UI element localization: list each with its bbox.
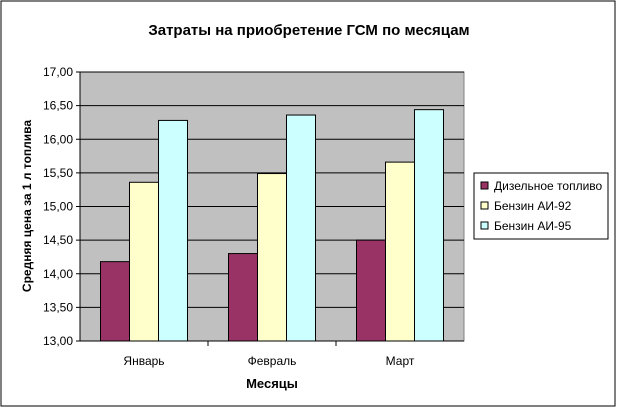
y-tick-label: 14,50 <box>43 233 73 247</box>
legend: Дизельное топливо Бензин АИ-92 Бензин АИ-9… <box>473 172 609 240</box>
legend-label: Бензин АИ-92 <box>494 199 572 213</box>
y-tick-label: 16,00 <box>43 132 73 146</box>
y-tick-label: 13,50 <box>43 300 73 314</box>
bar <box>414 109 444 342</box>
x-axis-ticks: Январь Февраль Март <box>123 341 415 368</box>
x-tick-label: Февраль <box>248 354 297 368</box>
y-tick-label: 15,50 <box>43 166 73 180</box>
x-tick-label: Январь <box>123 354 164 368</box>
bar <box>356 239 386 342</box>
x-tick-label: Март <box>386 354 415 368</box>
legend-swatch <box>480 201 489 210</box>
legend-entries: Дизельное топливо Бензин АИ-92 Бензин АИ-9… <box>480 179 603 233</box>
y-tick-label: 13,00 <box>43 334 73 348</box>
bar <box>257 173 287 342</box>
legend-label: Бензин АИ-95 <box>494 219 572 233</box>
legend-swatch <box>480 181 489 190</box>
legend-label: Дизельное топливо <box>494 179 603 193</box>
bar <box>129 181 159 342</box>
bar <box>100 261 130 342</box>
x-axis-label: Месяцы <box>246 376 298 391</box>
legend-box <box>473 172 609 240</box>
y-tick-label: 17,00 <box>43 65 73 79</box>
bar <box>385 161 415 342</box>
legend-swatch <box>480 221 489 230</box>
y-axis-label: Средняя цена за 1 л топлива <box>20 120 34 292</box>
bars <box>100 109 444 342</box>
bar <box>158 119 188 342</box>
y-axis-ticks: 13,00 13,50 14,00 14,50 15,00 15,50 16,00 16,50… <box>43 65 80 348</box>
bar <box>228 253 258 342</box>
y-tick-label: 16,50 <box>43 99 73 113</box>
y-tick-label: 15,00 <box>43 200 73 214</box>
chart-title: Затраты на приобретение ГСМ по месяцам <box>148 22 469 39</box>
y-tick-label: 14,00 <box>43 267 73 281</box>
bar <box>286 114 316 342</box>
